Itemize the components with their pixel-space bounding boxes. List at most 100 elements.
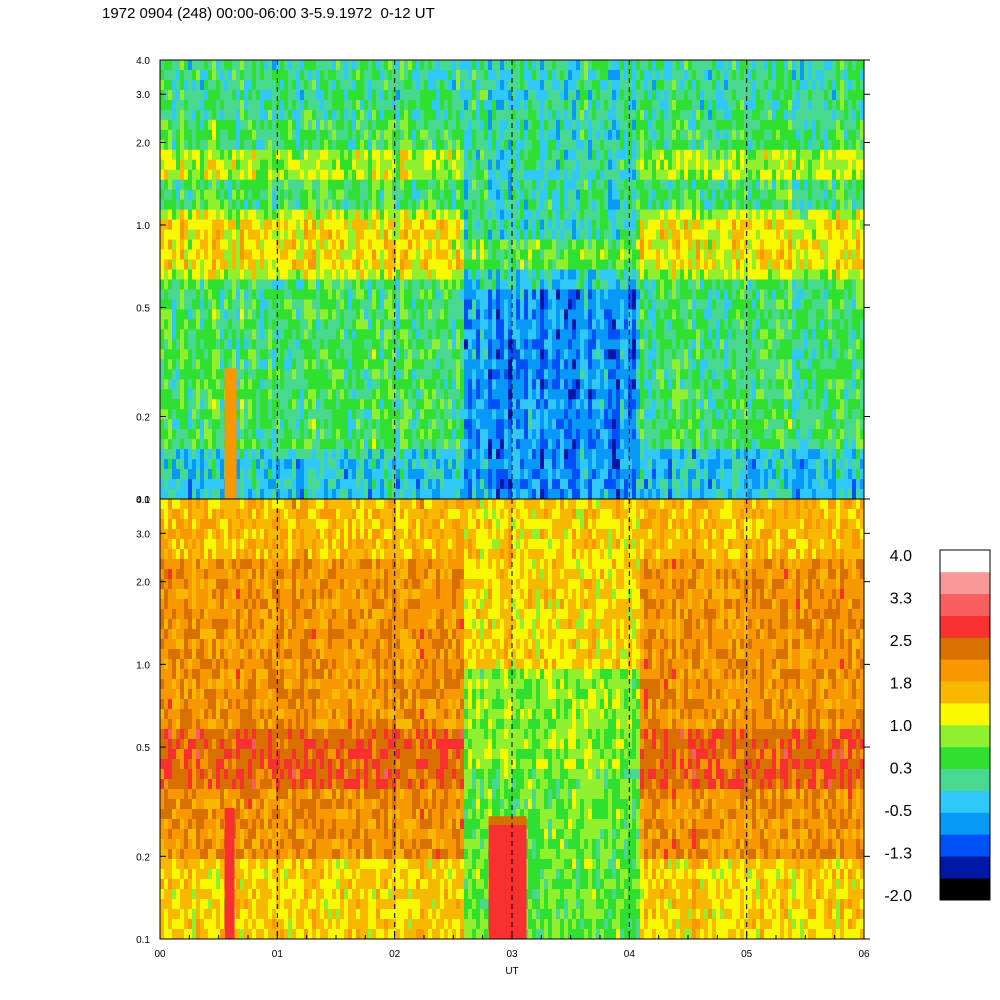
heatmap-cell	[204, 89, 209, 101]
heatmap-cell	[276, 419, 281, 430]
heatmap-cell	[468, 409, 473, 420]
heatmap-cell	[200, 129, 205, 141]
heatmap-cell	[360, 299, 365, 310]
heatmap-cell	[232, 339, 237, 350]
heatmap-cell	[252, 449, 257, 460]
heatmap-cell	[260, 60, 265, 71]
heatmap-cell	[272, 60, 277, 71]
heatmap-cell	[492, 459, 497, 470]
heatmap-cell	[520, 359, 525, 370]
heatmap-cell	[608, 439, 613, 450]
heatmap-cell	[432, 279, 437, 290]
heatmap-cell	[328, 139, 333, 151]
heatmap-cell	[376, 389, 381, 400]
heatmap-cell	[496, 299, 501, 310]
heatmap-cell	[548, 159, 553, 171]
heatmap-cell	[264, 239, 269, 250]
heatmap-cell	[580, 319, 585, 330]
heatmap-cell	[208, 209, 213, 220]
heatmap-cell	[520, 489, 525, 500]
heatmap-cell	[532, 319, 537, 330]
heatmap-cell	[168, 199, 173, 210]
heatmap-cell	[396, 239, 401, 250]
heatmap-cell	[564, 149, 569, 161]
heatmap-cell	[324, 189, 329, 200]
heatmap-cell	[536, 239, 541, 250]
heatmap-cell	[380, 99, 385, 111]
heatmap-cell	[176, 359, 181, 370]
heatmap-cell	[564, 139, 569, 151]
heatmap-cell	[372, 159, 377, 171]
heatmap-cell	[388, 199, 393, 210]
heatmap-cell	[428, 429, 433, 440]
heatmap-cell	[428, 139, 433, 151]
heatmap-cell	[604, 429, 609, 440]
heatmap-cell	[240, 159, 245, 171]
heatmap-cell	[256, 269, 261, 280]
heatmap-cell	[432, 139, 437, 151]
heatmap-cell	[528, 279, 533, 290]
heatmap-cell	[444, 389, 449, 400]
heatmap-cell	[272, 199, 277, 210]
heatmap-cell	[328, 219, 333, 230]
heatmap-cell	[244, 469, 249, 480]
heatmap-cell	[532, 149, 537, 161]
heatmap-cell	[448, 169, 453, 181]
heatmap-cell	[308, 99, 313, 111]
heatmap-cell	[280, 489, 285, 500]
heatmap-cell	[500, 299, 505, 310]
heatmap-cell	[312, 159, 317, 171]
heatmap-cell	[216, 329, 221, 340]
heatmap-cell	[308, 289, 313, 300]
heatmap-cell	[464, 129, 469, 141]
heatmap-cell	[472, 249, 477, 260]
heatmap-cell	[180, 279, 185, 290]
heatmap-cell	[172, 139, 177, 151]
heatmap-cell	[336, 479, 341, 490]
heatmap-cell	[440, 139, 445, 151]
heatmap-cell	[340, 369, 345, 380]
heatmap-cell	[248, 389, 253, 400]
heatmap-cell	[416, 209, 421, 220]
heatmap-cell	[412, 349, 417, 360]
heatmap-cell	[384, 99, 389, 111]
heatmap-cell	[248, 329, 253, 340]
heatmap-cell	[316, 199, 321, 210]
heatmap-cell	[372, 89, 377, 101]
heatmap-cell	[544, 319, 549, 330]
heatmap-cell	[468, 419, 473, 430]
heatmap-cell	[488, 329, 493, 340]
heatmap-cell	[528, 209, 533, 220]
heatmap-cell	[300, 169, 305, 181]
heatmap-cell	[500, 419, 505, 430]
heatmap-cell	[228, 129, 233, 141]
heatmap-cell	[164, 429, 169, 440]
heatmap-cell	[364, 359, 369, 370]
heatmap-cell	[452, 60, 457, 71]
heatmap-cell	[484, 169, 489, 181]
heatmap-cell	[560, 209, 565, 220]
heatmap-cell	[552, 419, 557, 430]
heatmap-cell	[592, 349, 597, 360]
heatmap-cell	[196, 329, 201, 340]
heatmap-cell	[488, 60, 493, 71]
heatmap-cell	[380, 139, 385, 151]
heatmap-cell	[296, 279, 301, 290]
heatmap-cell	[580, 89, 585, 101]
heatmap-cell	[408, 69, 413, 81]
heatmap-cell	[516, 99, 521, 111]
heatmap-cell	[220, 60, 225, 71]
heatmap-cell	[188, 489, 193, 500]
heatmap-cell	[212, 409, 217, 420]
heatmap-cell	[548, 69, 553, 81]
heatmap-cell	[596, 99, 601, 111]
heatmap-cell	[444, 179, 449, 191]
heatmap-cell	[268, 299, 273, 310]
heatmap-cell	[372, 269, 377, 280]
heatmap-cell	[396, 259, 401, 270]
heatmap-cell	[416, 349, 421, 360]
heatmap-cell	[388, 419, 393, 430]
heatmap-cell	[176, 299, 181, 310]
heatmap-cell	[416, 489, 421, 500]
heatmap-cell	[544, 329, 549, 340]
